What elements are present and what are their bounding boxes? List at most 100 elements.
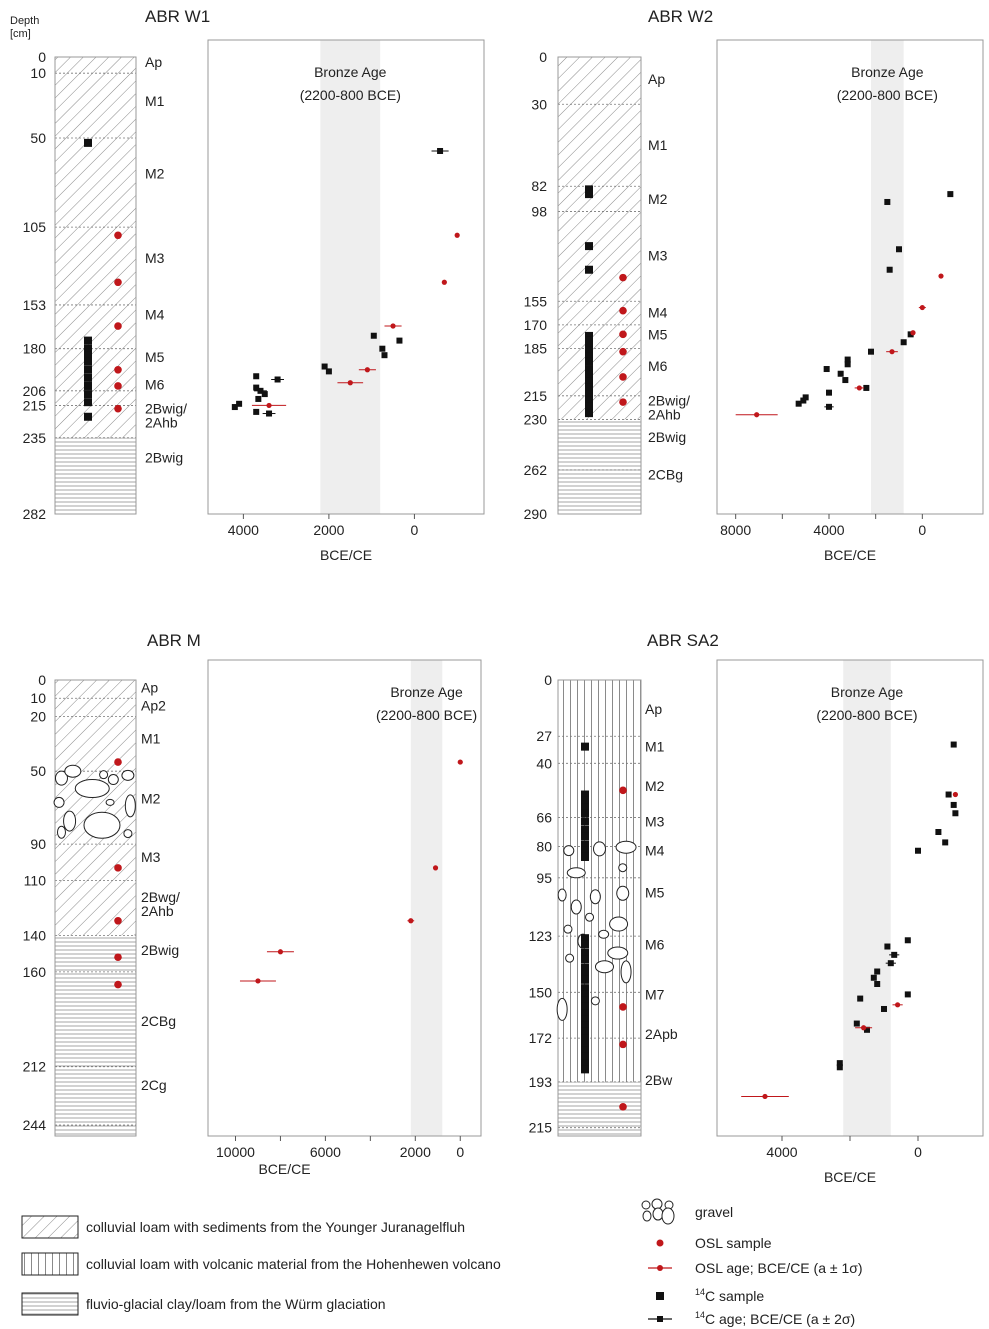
bronze-age-band (320, 40, 381, 514)
soil-column-frame (54, 679, 137, 1137)
c14-sample-marker (581, 1027, 589, 1036)
depth-tick-label: 40 (536, 755, 552, 771)
column-fill-vertical (558, 680, 641, 1082)
osl-sample-marker (619, 306, 627, 315)
unit-label: M7 (645, 986, 665, 1002)
legend-superscript: 14 (695, 1287, 705, 1297)
unit-label-line: M7 (645, 986, 665, 1002)
c14-age-point (836, 1060, 843, 1067)
c14-age-point (381, 352, 388, 359)
depth-tick-label: 50 (30, 763, 46, 779)
osl-age-point (856, 385, 862, 391)
x-tick-label: 0 (918, 522, 926, 538)
unit-label-line: M4 (648, 304, 668, 320)
unit-label-line: M6 (648, 358, 668, 374)
c14-age-point (795, 400, 802, 407)
panel-title: ABR SA2 (647, 631, 719, 650)
c14-sample-marker (585, 265, 593, 274)
depth-axis-label-line: Depth (10, 15, 39, 27)
c14-age-point (321, 363, 328, 370)
bronze-age-label: Bronze Age (2200-800 BCE) (816, 684, 917, 723)
c14-age-point (255, 395, 262, 402)
gravel-clast (123, 829, 133, 839)
unit-label: Ap (645, 701, 662, 717)
c14-sample-marker (84, 351, 92, 360)
c14-age-point (253, 408, 260, 415)
legend-superscript: 14 (695, 1310, 705, 1320)
bronze-age-band (843, 660, 891, 1136)
c14-age-point (266, 410, 273, 417)
unit-label: M5 (145, 349, 165, 365)
panel-title: ABR W2 (648, 7, 713, 26)
unit-label-line: 2Bw (645, 1072, 673, 1088)
osl-sample-marker (619, 1003, 627, 1011)
c14-sample-marker (581, 817, 589, 826)
unit-label: Ap (141, 679, 158, 695)
osl-sample-marker (114, 953, 122, 962)
x-tick-label: 0 (456, 1144, 464, 1160)
c14-sample-marker (581, 1009, 589, 1018)
legend-symbol-label-text: C age; BCE/CE (a ± 2σ) (705, 1311, 855, 1327)
gravel-clast (609, 916, 629, 932)
legend-c14-sample-marker (656, 1292, 664, 1300)
unit-label-line: M3 (145, 250, 165, 266)
unit-label: Ap2 (141, 698, 166, 714)
c14-age-point (370, 332, 377, 339)
panel-abr-w2: ABR W2 0 30 82 98 155 170 185 215 230 262 290 Ap M1 M2… (524, 7, 984, 563)
legend-symbol-label-text: C sample (705, 1288, 764, 1304)
plot-frame (207, 39, 485, 515)
c14-age-point (253, 373, 260, 380)
depth-tick-label: 244 (23, 1117, 47, 1133)
c14-sample-marker (585, 402, 593, 411)
column-fill-horizontal (55, 935, 136, 1136)
depth-axis-label: Depth [cm] (10, 15, 42, 40)
c14-sample-marker (581, 1021, 589, 1030)
c14-age-point (900, 339, 907, 346)
unit-label: 2Bwig (648, 429, 686, 445)
depth-tick-label: 193 (529, 1074, 553, 1090)
legend-swatch-horizontal (21, 1292, 79, 1316)
unit-label-line: M6 (145, 376, 165, 392)
depth-tick-label: 110 (24, 873, 47, 889)
unit-label: M6 (645, 936, 665, 952)
legend-gravel-clast (661, 1207, 675, 1225)
column-fill-hatch (55, 680, 136, 936)
osl-sample-marker (114, 365, 122, 374)
unit-label-line: Ap (648, 71, 665, 87)
unit-label-line: 2Apb (645, 1026, 678, 1042)
osl-age-point (762, 1093, 768, 1100)
c14-sample-marker (585, 409, 593, 418)
unit-label-line: M1 (141, 730, 161, 746)
osl-sample-marker (114, 916, 122, 925)
x-tick-label: 0 (411, 522, 419, 538)
c14-age-point (823, 366, 830, 373)
depth-tick-label: 262 (524, 462, 548, 478)
gravel-clast (566, 867, 586, 879)
unit-label-line: 2Bwig (145, 449, 183, 465)
c14-age-point (945, 791, 952, 798)
legend-fill-label: colluvial loam with volcanic material fr… (86, 1256, 501, 1272)
unit-label: M4 (145, 307, 165, 323)
gravel-clast (594, 960, 614, 974)
osl-age-point (277, 949, 284, 955)
x-axis-label: BCE/CE (320, 547, 372, 563)
gravel-clast (590, 996, 600, 1006)
c14-sample-marker (84, 381, 92, 390)
osl-sample-marker (114, 864, 122, 872)
c14-sample-marker (585, 390, 593, 399)
unit-label: M4 (645, 843, 665, 859)
unit-label-line: M1 (648, 137, 668, 153)
c14-sample-marker (581, 984, 589, 993)
c14-age-point (884, 198, 891, 205)
unit-label: M5 (645, 884, 665, 900)
bronze-age-label-line: Bronze Age (831, 684, 904, 700)
unit-label-line: M1 (645, 739, 665, 755)
c14-age-point (257, 387, 264, 394)
gravel-clast (565, 953, 575, 963)
legend-symbol-label: OSL sample (695, 1235, 772, 1251)
osl-age-point (255, 978, 261, 984)
depth-axis-label-line: [cm] (10, 28, 31, 40)
unit-label-line: 2Ahb (145, 415, 178, 431)
unit-label-line: M4 (645, 843, 665, 859)
gravel-clast (53, 796, 65, 808)
